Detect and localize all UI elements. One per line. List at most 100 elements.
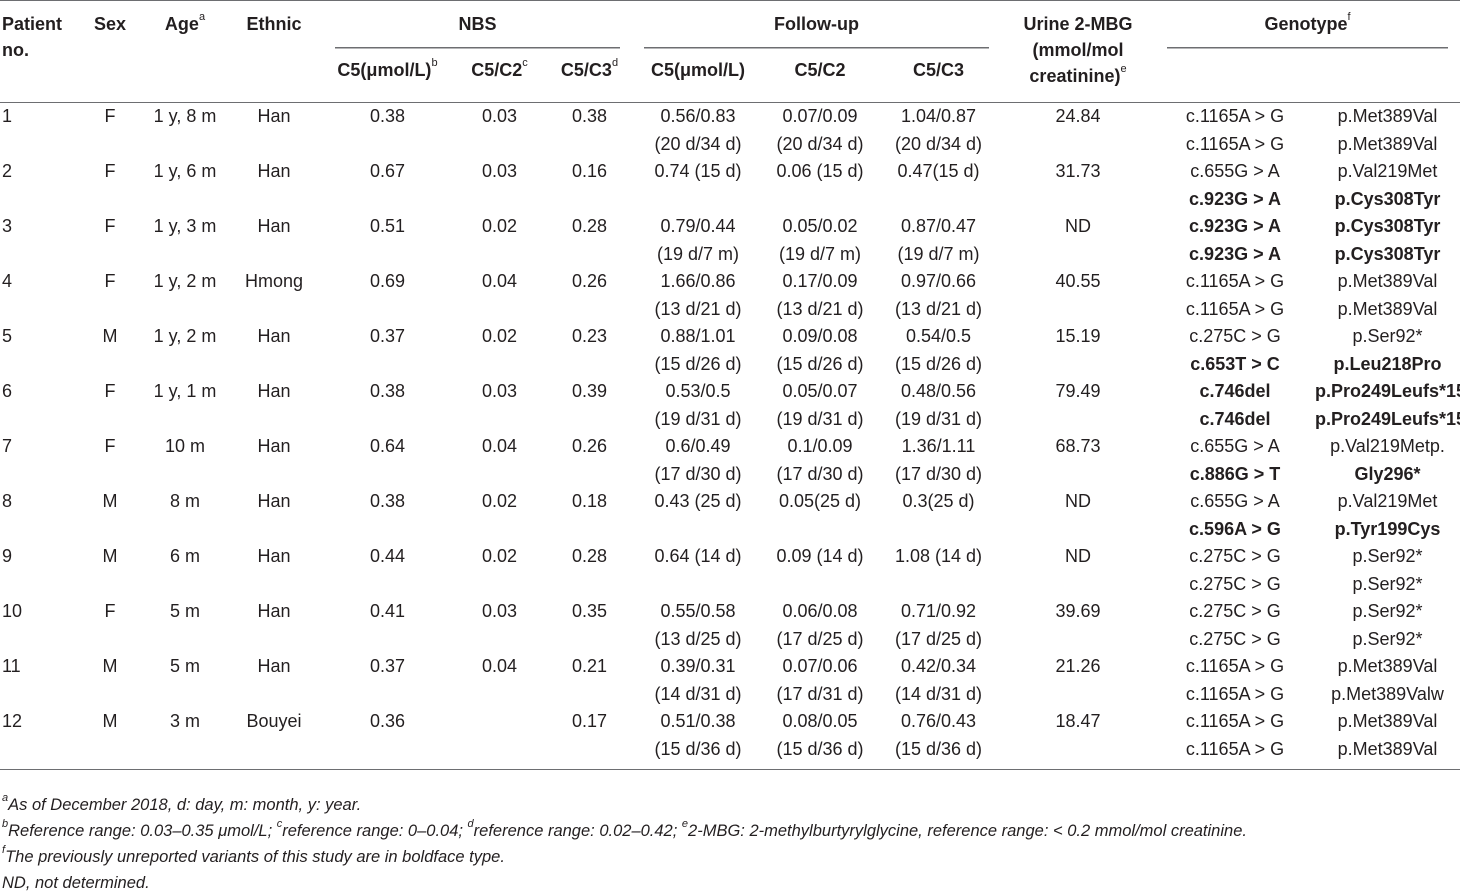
cell-fu-c5c3 [876,571,1001,599]
table-row: (17 d/30 d) (17 d/30 d) (17 d/30 d) c.886G … [0,461,1460,489]
cell-fu-c5c3: 0.48/0.56 [900,381,977,401]
table-body: 1 F 1 y, 8 m Han 0.38 0.03 0.38 0.56/0.83 0.07/0… [0,103,1460,770]
cell-age: 5 m [169,656,200,676]
header-fu-c5c3: C5/C3 [912,59,965,80]
cell-genotype-protein: p.Ser92* [1352,601,1423,621]
table-row: 11 M 5 m Han 0.37 0.04 0.21 0.39/0.31 0.07/0.06 0… [0,653,1460,681]
cell-genotype-protein: p.Val219Met [1337,491,1438,511]
cell-fu-c5c2: 0.08/0.05 [782,711,858,731]
cell-nbs-c5c3 [547,626,632,654]
cell-fu-c5: 0.74 (15 d) [654,161,742,181]
cell-ethnic: Han [257,546,291,566]
cell-genotype-nucleotide: c.1165A > G [1185,738,1285,759]
cell-genotype-protein: p.Cys308Tyr [1334,216,1441,236]
cell-nbs-c5: 0.37 [369,656,406,676]
cell-genotype-nucleotide: c.1165A > G [1185,271,1285,291]
cell-ethnic: Han [257,106,291,126]
cell-patient-no [0,516,75,544]
table-row: (13 d/21 d) (13 d/21 d) (13 d/21 d) c.1165A… [0,296,1460,324]
cell-fu-c5c2: 0.09 (14 d) [776,546,864,566]
cell-patient-no: 2 [2,161,13,181]
cell-fu-c5c3: 0.54/0.5 [905,326,972,346]
cell-fu-c5c3 [876,516,1001,544]
cell-nbs-c5c2 [452,736,547,770]
cell-fu-c5c3: (14 d/31 d) [894,683,983,704]
cell-age: 1 y, 8 m [153,106,217,126]
cell-nbs-c5c2: 0.02 [481,216,518,236]
cell-fu-c5c2: (17 d/25 d) [776,628,864,649]
cell-nbs-c5c2: 0.02 [481,546,518,566]
cell-genotype-protein: p.Met389Val [1337,133,1438,154]
cell-patient-no: 8 [2,491,13,511]
cell-fu-c5: (13 d/21 d) [654,298,742,319]
footnote-nd: ND, not determined. [2,874,150,892]
cell-fu-c5c2: (17 d/30 d) [776,463,864,484]
cell-nbs-c5 [323,736,452,770]
cell-fu-c5c2: (20 d/34 d) [776,133,864,154]
cell-genotype-nucleotide: c.1165A > G [1185,711,1285,731]
cell-sex: F [104,216,116,236]
cell-age [145,461,225,489]
cell-fu-c5c2: 0.05(25 d) [778,491,862,511]
table-row: c.275C > G p.Ser92* [0,571,1460,599]
cell-nbs-c5c2: 0.03 [481,106,518,126]
header-genotype: Genotypef [1155,0,1460,49]
header-nbs: NBS [323,0,632,49]
table-row: (15 d/26 d) (15 d/26 d) (15 d/26 d) c.653T … [0,351,1460,379]
cell-genotype-protein: p.Cys308Tyr [1334,188,1441,209]
cell-fu-c5: (13 d/25 d) [654,628,742,649]
cell-nbs-c5c3: 0.18 [571,491,608,511]
table-row: c.923G > A p.Cys308Tyr [0,186,1460,214]
cell-ethnic [225,131,323,159]
cell-nbs-c5c2: 0.03 [481,161,518,181]
cell-genotype-protein: p.Val219Met [1337,161,1438,181]
cell-nbs-c5c3 [547,516,632,544]
cell-nbs-c5c3 [547,241,632,269]
cell-fu-c5c2: (19 d/31 d) [776,408,864,429]
cell-nbs-c5c3 [547,296,632,324]
cell-sex [75,516,145,544]
cell-ethnic [225,406,323,434]
cell-sex [75,681,145,709]
cell-genotype-nucleotide: c.1165A > G [1185,683,1285,704]
cell-ethnic [225,736,323,770]
cell-fu-c5c2: 0.05/0.02 [782,216,858,236]
cell-urine-2mbg: 18.47 [1055,711,1101,731]
cell-urine-2mbg [1001,296,1155,324]
cell-age [145,131,225,159]
cell-fu-c5: 0.39/0.31 [660,656,736,676]
cell-age [145,406,225,434]
cell-nbs-c5c2: 0.04 [481,271,518,291]
cell-fu-c5c3 [876,186,1001,214]
cell-patient-no: 12 [2,711,23,731]
cell-genotype-protein: p.Met389Val [1337,656,1438,676]
cell-fu-c5c3: (17 d/25 d) [894,628,983,649]
cell-fu-c5c2: 0.07/0.09 [782,106,858,126]
cell-nbs-c5c3 [547,571,632,599]
cell-sex [75,241,145,269]
cell-sex: F [104,436,116,456]
cell-fu-c5c3: 0.76/0.43 [900,711,977,731]
cell-ethnic: Han [257,216,291,236]
cell-genotype-protein: p.Leu218Pro [1333,353,1442,374]
cell-urine-2mbg [1001,351,1155,379]
cell-nbs-c5c2: 0.03 [481,601,518,621]
cell-urine-2mbg [1001,241,1155,269]
cell-age: 1 y, 2 m [153,271,217,291]
cell-nbs-c5c2 [452,406,547,434]
cell-sex: F [104,106,116,126]
cell-nbs-c5c3 [547,406,632,434]
cell-patient-no: 1 [2,106,13,126]
cell-fu-c5 [632,186,764,214]
cell-nbs-c5 [323,681,452,709]
cell-fu-c5: (19 d/7 m) [656,243,740,264]
cell-nbs-c5 [323,571,452,599]
cell-nbs-c5c2 [452,186,547,214]
cell-genotype-nucleotide: c.275C > G [1189,326,1281,346]
cell-nbs-c5c3: 0.28 [571,216,608,236]
cell-age: 5 m [169,601,200,621]
cell-sex [75,736,145,770]
cell-fu-c5c2: (15 d/36 d) [776,738,864,759]
cell-nbs-c5c2 [452,296,547,324]
cell-patient-no: 6 [2,381,13,401]
